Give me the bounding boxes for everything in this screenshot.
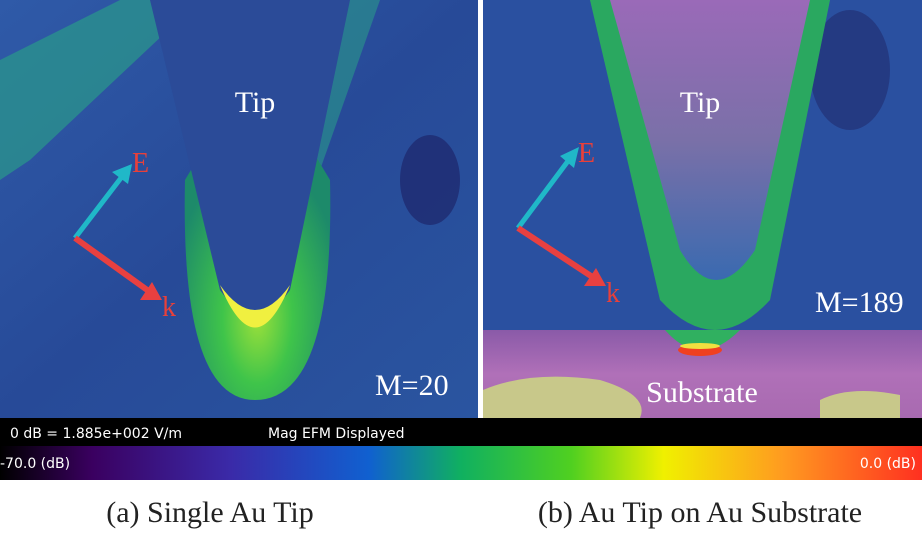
m-label: M=189	[815, 286, 904, 319]
tip-label: Tip	[680, 86, 721, 119]
reference-text: 0 dB = 1.885e+002 V/m	[10, 426, 182, 442]
k-label: k	[606, 278, 620, 309]
divider	[478, 0, 483, 418]
e-label: E	[132, 148, 149, 179]
colorbar-max: 0.0 (dB)	[860, 456, 916, 472]
colorbar	[0, 446, 922, 480]
k-label: k	[162, 292, 176, 323]
colorbar-min: -70.0 (dB)	[0, 456, 70, 472]
dark-region	[400, 135, 460, 225]
m-label: M=20	[375, 369, 449, 402]
substrate-label: Substrate	[646, 376, 758, 409]
e-label: E	[578, 138, 595, 169]
caption: (a) Single Au Tip	[106, 496, 314, 529]
mode-text: Mag EFM Displayed	[268, 426, 405, 442]
tip-label: Tip	[235, 86, 276, 119]
caption: (b) Au Tip on Au Substrate	[538, 496, 862, 529]
hotspot	[680, 343, 720, 349]
figure: Tip E k M=20 Tip E k M=189 Substrate 0 d…	[0, 0, 922, 535]
